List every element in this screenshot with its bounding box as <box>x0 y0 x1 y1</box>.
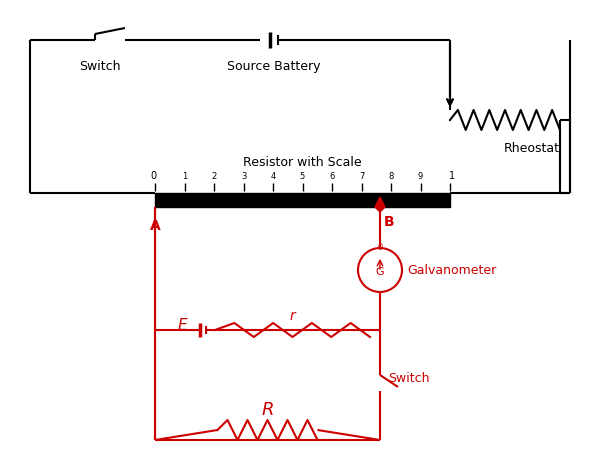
Text: Resistor with Scale: Resistor with Scale <box>243 156 362 169</box>
Text: 4: 4 <box>271 172 275 181</box>
Text: 3: 3 <box>241 172 246 181</box>
Text: G: G <box>376 267 385 277</box>
Polygon shape <box>375 197 385 212</box>
Text: R: R <box>261 401 274 419</box>
Text: 2: 2 <box>211 172 217 181</box>
Text: Switch: Switch <box>388 372 430 385</box>
Text: 0: 0 <box>377 243 383 252</box>
Text: 9: 9 <box>418 172 423 181</box>
Text: 7: 7 <box>359 172 364 181</box>
Text: 6: 6 <box>329 172 335 181</box>
Text: r: r <box>290 309 295 323</box>
Text: 1: 1 <box>449 171 455 181</box>
Text: 1: 1 <box>182 172 187 181</box>
Text: A: A <box>150 219 161 233</box>
Text: 8: 8 <box>388 172 394 181</box>
Bar <box>155 193 450 207</box>
Text: Rheostat: Rheostat <box>504 142 560 155</box>
Text: B: B <box>384 215 395 229</box>
Text: 5: 5 <box>300 172 305 181</box>
Text: Galvanometer: Galvanometer <box>407 264 496 277</box>
Text: Switch: Switch <box>79 60 121 73</box>
Text: Source Battery: Source Battery <box>227 60 321 73</box>
Text: E: E <box>177 318 187 333</box>
Text: 0: 0 <box>150 171 156 181</box>
